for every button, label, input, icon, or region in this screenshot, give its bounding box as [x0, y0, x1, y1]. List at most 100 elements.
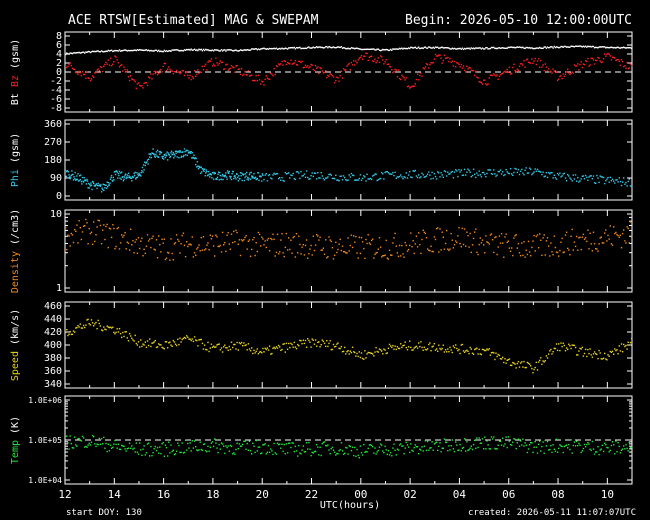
data-point	[477, 446, 479, 449]
y-axis-label: Phi (gsm)	[10, 133, 21, 187]
data-point	[70, 52, 72, 54]
data-point	[488, 348, 490, 350]
data-point	[295, 233, 298, 235]
data-point	[502, 242, 504, 244]
data-point	[448, 60, 450, 63]
data-point	[536, 168, 539, 171]
data-point	[528, 167, 531, 169]
data-point	[404, 176, 406, 179]
data-point	[87, 318, 89, 321]
data-point	[146, 340, 149, 342]
data-point	[208, 350, 210, 353]
data-point	[508, 66, 511, 69]
data-point	[147, 240, 150, 242]
data-point	[381, 49, 383, 51]
data-point	[619, 234, 622, 236]
data-point	[481, 438, 484, 440]
data-point	[189, 74, 191, 77]
data-point	[196, 449, 198, 451]
data-point	[398, 77, 401, 80]
data-point	[392, 447, 394, 449]
data-point	[82, 225, 85, 227]
data-point	[261, 180, 263, 182]
data-point	[359, 174, 362, 176]
y-tick-label: 4	[56, 49, 62, 60]
data-point	[297, 47, 299, 49]
y-tick-label: 460	[44, 301, 62, 312]
data-point	[336, 179, 338, 181]
data-point	[311, 338, 313, 340]
data-point	[384, 445, 386, 448]
data-point	[180, 451, 182, 453]
data-point	[301, 47, 303, 50]
data-point	[332, 258, 335, 260]
data-point	[130, 335, 132, 337]
data-point	[398, 444, 401, 446]
data-point	[545, 355, 548, 357]
data-point	[195, 254, 197, 256]
data-point	[308, 441, 310, 444]
data-point	[136, 344, 139, 346]
data-point	[164, 444, 167, 446]
data-point	[151, 50, 153, 52]
data-point	[349, 244, 351, 247]
data-point	[570, 72, 572, 74]
data-point	[264, 347, 266, 349]
data-point	[548, 171, 550, 174]
data-point	[499, 358, 502, 360]
data-point	[446, 175, 448, 177]
data-point	[353, 174, 355, 177]
data-point	[189, 243, 191, 245]
data-point	[488, 48, 490, 50]
data-point	[387, 63, 390, 65]
data-point	[418, 453, 420, 455]
data-point	[290, 47, 292, 49]
data-point	[65, 53, 67, 56]
data-point	[89, 79, 92, 82]
data-point	[108, 227, 111, 229]
data-point	[257, 446, 260, 448]
data-point	[317, 66, 319, 68]
data-point	[402, 178, 404, 180]
data-point	[123, 234, 125, 237]
data-point	[163, 238, 165, 240]
data-point	[236, 65, 238, 67]
data-point	[207, 170, 210, 173]
data-point	[114, 333, 116, 335]
data-point	[229, 348, 232, 351]
data-point	[425, 449, 428, 452]
data-point	[177, 150, 179, 153]
data-point	[618, 60, 620, 62]
data-point	[193, 440, 196, 442]
data-point	[228, 345, 230, 348]
data-point	[138, 172, 140, 174]
data-point	[132, 339, 134, 341]
data-point	[280, 48, 282, 50]
data-point	[419, 74, 421, 77]
data-point	[262, 174, 264, 176]
data-point	[100, 243, 103, 245]
data-point	[65, 331, 67, 333]
data-point	[144, 82, 146, 84]
data-point	[599, 449, 601, 451]
data-point	[418, 342, 420, 344]
data-point	[206, 349, 208, 351]
data-point	[161, 443, 163, 445]
data-point	[351, 346, 354, 348]
data-point	[527, 172, 530, 174]
data-point	[102, 183, 104, 185]
x-tick-label: 10	[601, 488, 614, 501]
data-point	[386, 49, 388, 51]
data-point	[270, 72, 272, 75]
data-point	[173, 341, 176, 343]
data-point	[401, 445, 403, 447]
data-point	[247, 179, 250, 181]
data-point	[447, 450, 449, 452]
data-point	[429, 174, 431, 176]
data-point	[303, 47, 306, 50]
data-point	[504, 236, 506, 238]
data-point	[468, 47, 470, 49]
data-point	[558, 78, 560, 80]
data-point	[474, 348, 476, 351]
data-point	[461, 47, 464, 49]
